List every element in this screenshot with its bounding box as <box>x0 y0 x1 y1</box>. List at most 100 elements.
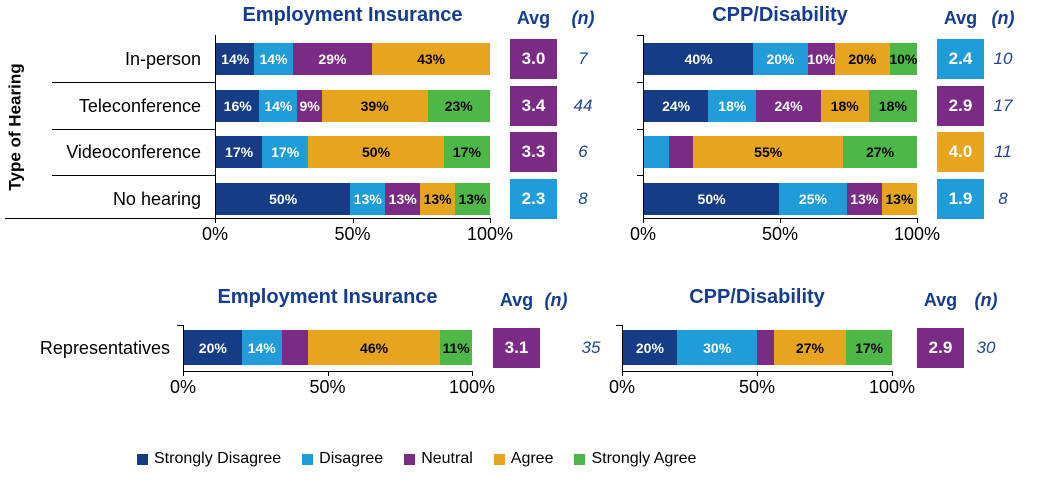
x-axis-tick <box>327 371 329 376</box>
bar-segment-disagree: 14% <box>254 43 293 75</box>
avg-header-bottom-right: Avg <box>923 290 958 310</box>
y-axis-tick <box>637 35 643 36</box>
avg-score-box: 3.0 <box>510 39 557 79</box>
stacked-bar-representatives: 20% 14% 46% 11% <box>184 330 472 365</box>
stacked-bar-teleconference: 16% 14% 9% 39% 23% <box>216 89 490 122</box>
y-axis-line <box>622 325 623 371</box>
bar-segment-strongly_disagree: 40% <box>644 43 754 75</box>
x-axis-tick <box>183 371 184 376</box>
stacked-bar-no-hearing: 50% 25% 13% 13% <box>644 182 917 215</box>
x-axis-tick-label: 100% <box>466 224 514 244</box>
category-row-separator <box>52 128 215 130</box>
n-value: 8 <box>578 188 588 208</box>
bar-segment-disagree: 14% <box>259 89 298 122</box>
legend-swatch-neutral <box>404 453 416 465</box>
legend-swatch-strongly_disagree <box>137 453 148 465</box>
stacked-bar-representatives: 20% 30% 27% 17% <box>623 330 892 365</box>
chart-title-employment-insurance-top: Employment Insurance <box>242 4 463 26</box>
bar-segment-strongly_agree: 23% <box>427 89 490 122</box>
bar-segment-disagree: 30% <box>676 330 758 365</box>
bar-segment-neutral <box>757 330 774 365</box>
legend-item-strongly_disagree: Strongly Disagree <box>137 450 281 468</box>
bar-segment-strongly_agree: 10% <box>889 43 917 75</box>
bar-segment-strongly_disagree: 17% <box>216 136 263 168</box>
x-axis-tick <box>917 218 918 223</box>
n-header-top-left: (n) <box>571 8 595 28</box>
n-value: 30 <box>976 337 996 357</box>
legend-item-neutral: Neutral <box>404 450 473 468</box>
y-axis-tick <box>637 175 643 176</box>
stacked-bar-videoconference: 55% 27% <box>644 136 917 168</box>
legend-label: Agree <box>510 450 554 467</box>
bar-segment-strongly_agree: 11% <box>440 330 472 365</box>
legend-label: Neutral <box>421 450 473 467</box>
bar-segment-strongly_disagree: 14% <box>216 43 255 75</box>
legend: Strongly Disagree Disagree Neutral Agree Str… <box>137 450 696 468</box>
n-header-bottom-left: (n) <box>544 290 568 310</box>
bar-segment-neutral: 10% <box>807 43 835 75</box>
bar-segment-strongly_disagree: 16% <box>216 89 260 122</box>
legend-swatch-disagree <box>302 453 314 465</box>
avg-header-top-right: Avg <box>943 8 978 28</box>
x-axis-tick <box>780 218 781 223</box>
bar-segment-agree: 43% <box>372 43 490 75</box>
legend-swatch-agree <box>493 453 505 465</box>
avg-score-box: 2.9 <box>917 327 964 368</box>
bar-segment-disagree: 17% <box>262 136 309 168</box>
n-value: 44 <box>573 95 593 115</box>
category-row-separator <box>52 82 215 84</box>
bar-segment-neutral: 9% <box>297 89 322 122</box>
bar-segment-strongly_disagree: 20% <box>184 330 242 365</box>
x-axis-tick-label: 50% <box>761 224 799 244</box>
y-axis-tick <box>616 325 622 326</box>
bar-segment-strongly_disagree: 50% <box>216 182 351 215</box>
legend-label: Strongly Agree <box>591 450 697 467</box>
y-axis-group-label: Type of Hearing <box>4 35 28 218</box>
n-value: 7 <box>578 49 588 68</box>
stacked-bar-in-person: 14% 14% 29% 43% <box>216 43 490 75</box>
category-row-separator <box>52 175 215 177</box>
x-axis-tick <box>215 218 216 223</box>
bar-segment-neutral: 13% <box>385 182 421 215</box>
bar-segment-agree: 13% <box>420 182 456 215</box>
n-header-bottom-right: (n) <box>974 290 998 310</box>
y-axis-tick <box>637 129 643 130</box>
bar-segment-neutral <box>281 330 308 365</box>
legend-item-strongly_agree: Strongly Agree <box>574 450 696 468</box>
bar-segment-strongly_disagree: 50% <box>644 182 780 215</box>
x-axis-tick <box>892 371 893 376</box>
n-value: 17 <box>993 95 1013 115</box>
avg-header-bottom-left: Avg <box>499 290 534 310</box>
avg-score-box: 3.1 <box>493 327 540 368</box>
avg-header-top-left: Avg <box>516 8 551 28</box>
bar-segment-strongly_agree: 17% <box>443 136 490 168</box>
n-value: 35 <box>581 337 601 357</box>
stacked-bar-no-hearing: 50% 13% 13% 13% 13% <box>216 182 490 215</box>
x-axis-tick-label: 50% <box>334 224 371 244</box>
stacked-bar-videoconference: 17% 17% 50% 17% <box>216 136 490 168</box>
bar-segment-neutral: 24% <box>756 89 821 122</box>
category-label-teleconference: Teleconference <box>78 95 201 116</box>
n-value: 6 <box>578 142 588 161</box>
y-axis-tick <box>637 82 643 83</box>
y-axis-line <box>183 325 184 371</box>
bar-segment-strongly_agree: 27% <box>843 136 917 168</box>
x-axis-tick <box>472 371 473 376</box>
bar-segment-agree: 46% <box>307 330 441 365</box>
avg-score-box: 2.3 <box>510 178 557 219</box>
bar-segment-disagree: 20% <box>753 43 808 75</box>
avg-score-box: 3.4 <box>510 85 557 126</box>
x-axis-tick-label: 0% <box>201 224 228 244</box>
bar-segment-disagree: 18% <box>708 89 757 122</box>
bar-segment-neutral <box>668 136 694 168</box>
avg-score-box: 1.9 <box>937 178 984 219</box>
bar-segment-disagree: 13% <box>350 182 386 215</box>
bar-segment-disagree: 25% <box>779 182 847 215</box>
avg-score-box: 2.9 <box>937 85 984 126</box>
bar-segment-strongly_agree: 18% <box>868 89 917 122</box>
legend-swatch-strongly_agree <box>574 453 586 465</box>
avg-score-box: 4.0 <box>937 132 984 172</box>
stacked-bar-in-person: 40% 20% 10% 20% 10% <box>644 43 917 75</box>
bar-segment-agree: 50% <box>308 136 444 168</box>
